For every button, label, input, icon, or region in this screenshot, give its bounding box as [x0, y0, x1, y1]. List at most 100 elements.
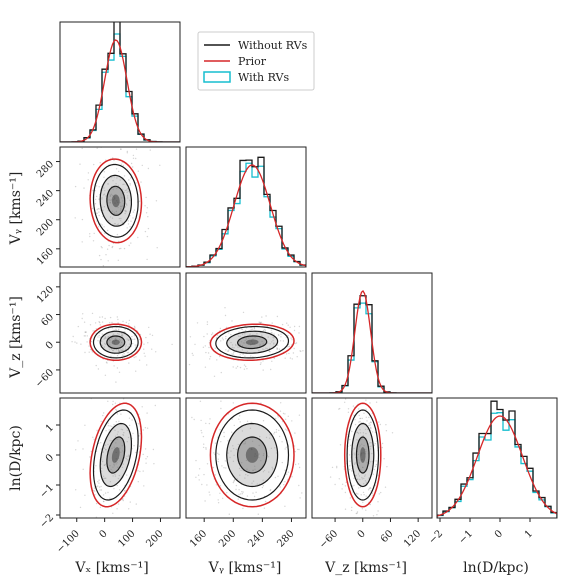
sample-point	[263, 469, 266, 472]
sample-point	[146, 258, 148, 261]
sample-point	[373, 384, 374, 385]
sample-point	[264, 328, 266, 331]
sample-point	[262, 360, 264, 362]
sample-point	[125, 211, 127, 213]
sample-point	[235, 384, 236, 385]
sample-point	[205, 351, 207, 354]
sample-point	[107, 336, 109, 338]
sample-point	[132, 342, 134, 345]
sample-point	[115, 183, 117, 185]
sample-point	[361, 417, 363, 420]
sample-point	[247, 337, 250, 339]
sample-point	[132, 432, 134, 435]
sample-point	[210, 395, 211, 396]
sample-point	[219, 355, 221, 358]
panel-2-0: −60 0 60 120	[33, 272, 181, 394]
sample-point	[219, 492, 221, 494]
sample-point	[126, 227, 128, 229]
sample-point	[100, 485, 102, 488]
sample-point	[231, 320, 233, 322]
sample-point	[115, 339, 117, 342]
sample-point	[125, 321, 128, 324]
sample-point	[243, 364, 246, 366]
sample-point	[275, 431, 278, 433]
sample-point	[347, 408, 350, 410]
sample-point	[349, 438, 351, 441]
sample-point	[349, 497, 351, 499]
sample-point	[111, 210, 114, 212]
sample-point	[117, 431, 119, 433]
sample-point	[79, 163, 81, 165]
sample-point	[365, 450, 367, 453]
sample-point	[355, 474, 357, 476]
sample-point	[102, 500, 105, 503]
sample-point	[243, 342, 246, 344]
sample-point	[142, 429, 144, 431]
sample-point	[347, 411, 350, 413]
sample-point	[96, 429, 98, 432]
sample-point	[278, 429, 280, 432]
sample-point	[224, 307, 226, 309]
sample-point	[113, 212, 116, 214]
sample-point	[103, 500, 105, 503]
sample-point	[128, 395, 129, 396]
sample-point	[116, 200, 118, 202]
sample-point	[360, 454, 363, 456]
sample-point	[280, 333, 282, 335]
sample-point	[294, 451, 296, 453]
sample-point	[128, 323, 130, 325]
sample-point	[119, 460, 121, 462]
sample-point	[116, 462, 118, 464]
sample-point	[111, 425, 113, 428]
y-tick-label: −60	[33, 367, 56, 390]
sample-point	[231, 418, 233, 420]
sample-point	[112, 180, 114, 182]
sample-point	[104, 492, 107, 494]
sample-point	[103, 171, 106, 173]
sample-point	[385, 424, 387, 426]
sample-point	[102, 494, 105, 496]
sample-point	[369, 503, 371, 506]
sample-point	[129, 184, 131, 186]
sample-point	[112, 475, 114, 477]
sample-point	[235, 367, 237, 369]
x-tick-label: −2	[427, 528, 445, 546]
sample-point	[94, 322, 97, 324]
sample-point	[206, 333, 208, 335]
sample-point	[77, 440, 79, 442]
density-contour-inner	[236, 335, 268, 350]
sample-point	[86, 335, 89, 337]
sample-point	[355, 379, 356, 380]
sample-point	[119, 350, 121, 352]
sample-point	[287, 471, 290, 473]
density-contour-outer	[215, 409, 290, 501]
sample-point	[74, 217, 76, 219]
sample-point	[272, 468, 274, 470]
sample-point	[84, 424, 86, 426]
sample-point	[89, 456, 91, 458]
sample-point	[221, 337, 224, 339]
sample-point	[278, 348, 281, 350]
sample-point	[120, 217, 122, 220]
sample-point	[372, 382, 373, 383]
sample-point	[209, 418, 211, 420]
sample-point	[375, 440, 378, 442]
sample-point	[128, 362, 130, 364]
sample-point	[99, 506, 102, 509]
sample-point	[309, 493, 310, 494]
sample-point	[380, 520, 381, 521]
sample-point	[107, 422, 109, 424]
sample-point	[237, 443, 239, 446]
sample-point	[239, 525, 240, 526]
sample-point	[98, 226, 100, 228]
sample-point	[122, 205, 124, 207]
sample-point	[266, 347, 268, 350]
sample-point	[261, 316, 263, 318]
sample-point	[369, 487, 371, 489]
sample-point	[208, 422, 211, 425]
sample-point	[113, 488, 115, 490]
sample-point	[107, 443, 109, 446]
sample-point	[112, 466, 114, 468]
sample-point	[239, 474, 241, 476]
sample-point	[121, 466, 124, 468]
